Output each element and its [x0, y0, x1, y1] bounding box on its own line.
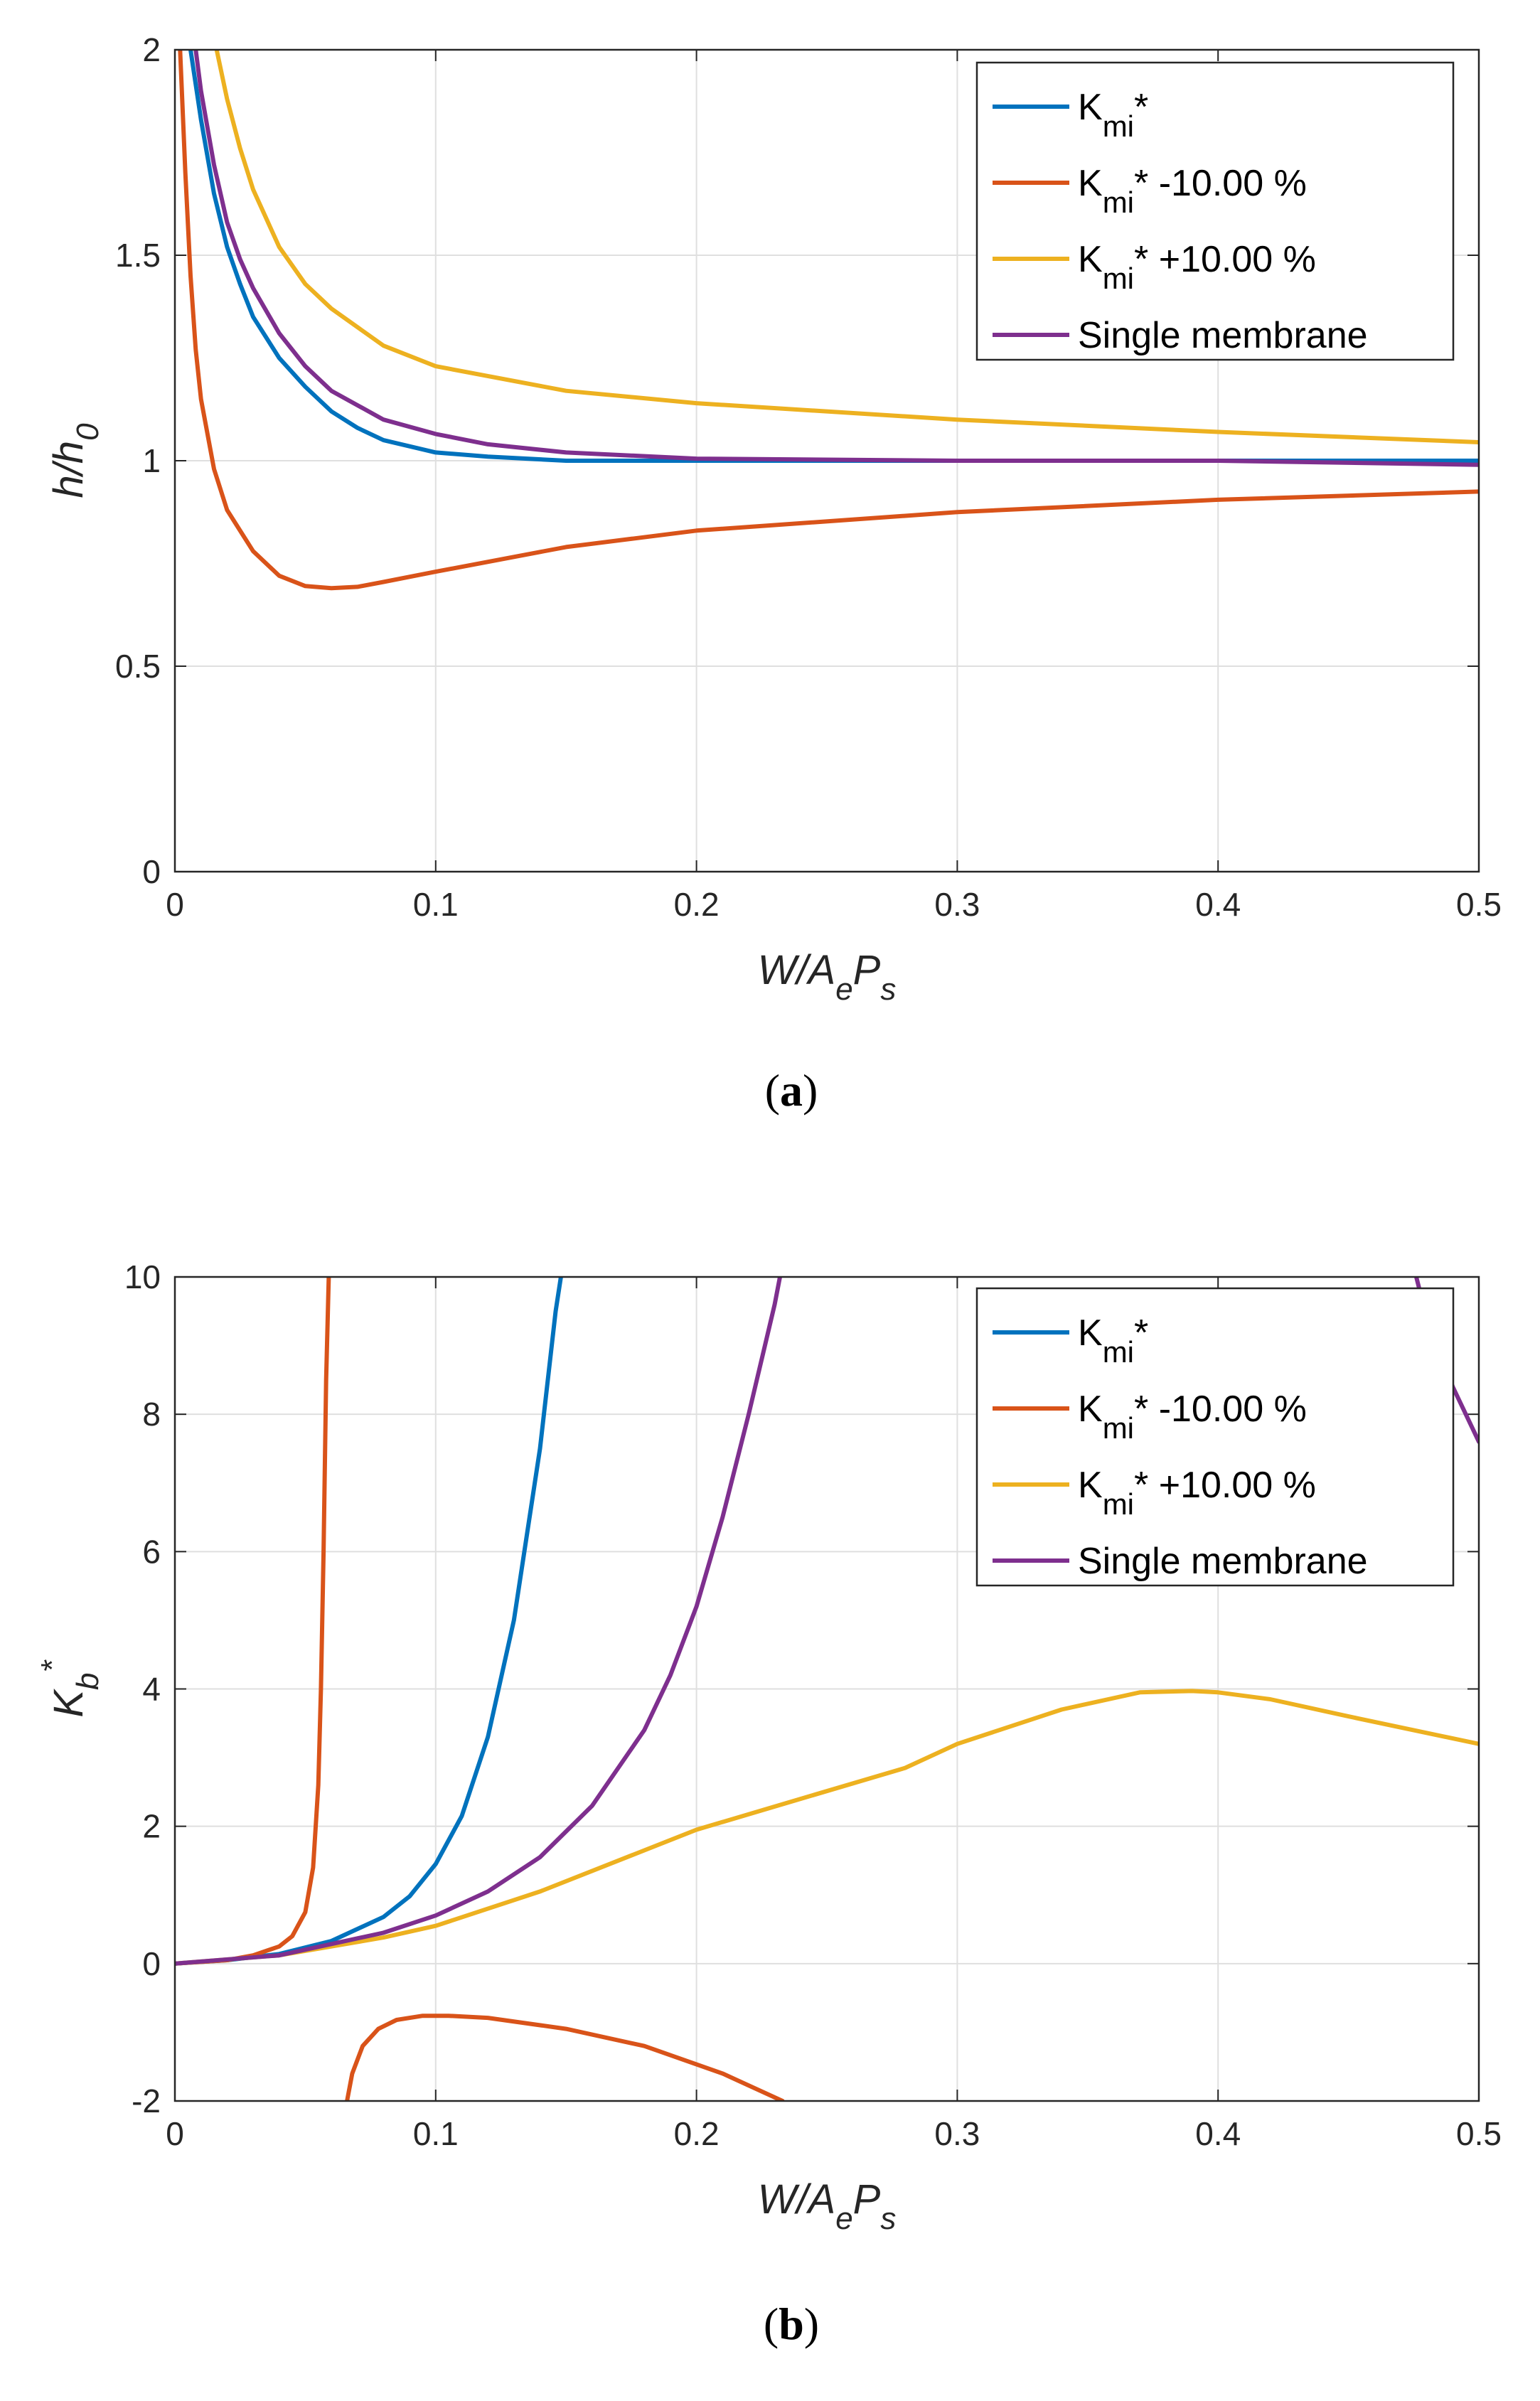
legend-entry: Single membrane [1078, 1541, 1368, 1582]
series-line-2 [178, 50, 1479, 591]
legend-entry: Kmi* +10.00 % [1078, 239, 1316, 295]
legend-entry: Single membrane [1078, 315, 1368, 356]
y-tick-label: 4 [142, 1671, 161, 1708]
axes-box [173, 48, 1480, 873]
x-tick-label: 0.2 [674, 886, 720, 923]
y-tick-label: 8 [142, 1396, 161, 1433]
legend-entry: Kmi* [1078, 1312, 1148, 1369]
x-tick-label: 0.5 [1456, 2115, 1502, 2152]
y-tick-label: 1 [142, 442, 161, 479]
x-tick-label: 0.3 [934, 886, 980, 923]
y-tick-label: 2 [142, 1808, 161, 1845]
x-tick-label: 0.3 [934, 2115, 980, 2152]
x-tick-label: 0.1 [413, 2115, 459, 2152]
x-axis-label: W/AePs [758, 2176, 897, 2236]
y-tick-label: 0 [142, 1945, 161, 1982]
series-group [178, 50, 1479, 591]
x-tick-label: 0 [166, 886, 184, 923]
x-tick-label: 0.1 [413, 886, 459, 923]
legend-entry: Kmi* -10.00 % [1078, 163, 1307, 219]
series-line-4 [193, 50, 1479, 467]
legend-entry: Kmi* [1078, 87, 1148, 143]
legend: Kmi* Kmi* -10.00 % Kmi* +10.00 % Single mem… [975, 61, 1455, 361]
x-tick-label: 0.2 [674, 2115, 720, 2152]
legend: Kmi* Kmi* -10.00 % Kmi* +10.00 % Single mem… [975, 1287, 1455, 1587]
chart-panel-b: 0 0.1 0.2 0.3 0.4 0.5-20246810W/AePsKb*Kmi*Km… [35, 1258, 1502, 2349]
x-axis-label: W/AePs [758, 947, 897, 1007]
x-tick-label: 0.4 [1195, 2115, 1241, 2152]
y-axis-label: h/h0 [46, 423, 105, 498]
panel-caption: (b) [764, 2299, 819, 2349]
axes-box [173, 1276, 1480, 2102]
y-tick-label: 10 [124, 1258, 161, 1295]
legend-entry: Kmi* +10.00 % [1078, 1465, 1316, 1521]
legend-entry: Kmi* -10.00 % [1078, 1389, 1307, 1445]
y-tick-label: 1.5 [115, 237, 161, 274]
series-line-4 [175, 1277, 782, 1966]
y-tick-label: 2 [142, 31, 161, 68]
series-line-3 [214, 50, 1479, 444]
chart-panel-a: 0 0.1 0.2 0.3 0.4 0.500.511.52W/AePsh/h0Kmi*K… [46, 31, 1502, 1116]
y-axis-label: Kb* [35, 1659, 105, 1717]
x-tick-label: 0 [166, 2115, 184, 2152]
legend-box [975, 1287, 1455, 1587]
series-line-2-branch-2 [345, 2014, 785, 2101]
y-tick-label: 0 [142, 853, 161, 890]
x-tick-label: 0.4 [1195, 886, 1241, 923]
y-tick-label: 0.5 [115, 648, 161, 685]
panel-caption: (a) [765, 1065, 818, 1116]
series-line-3 [175, 1689, 1479, 1966]
legend-box [975, 61, 1455, 361]
y-tick-label: 6 [142, 1533, 161, 1570]
x-tick-label: 0.5 [1456, 886, 1502, 923]
y-tick-label: -2 [132, 2082, 161, 2119]
